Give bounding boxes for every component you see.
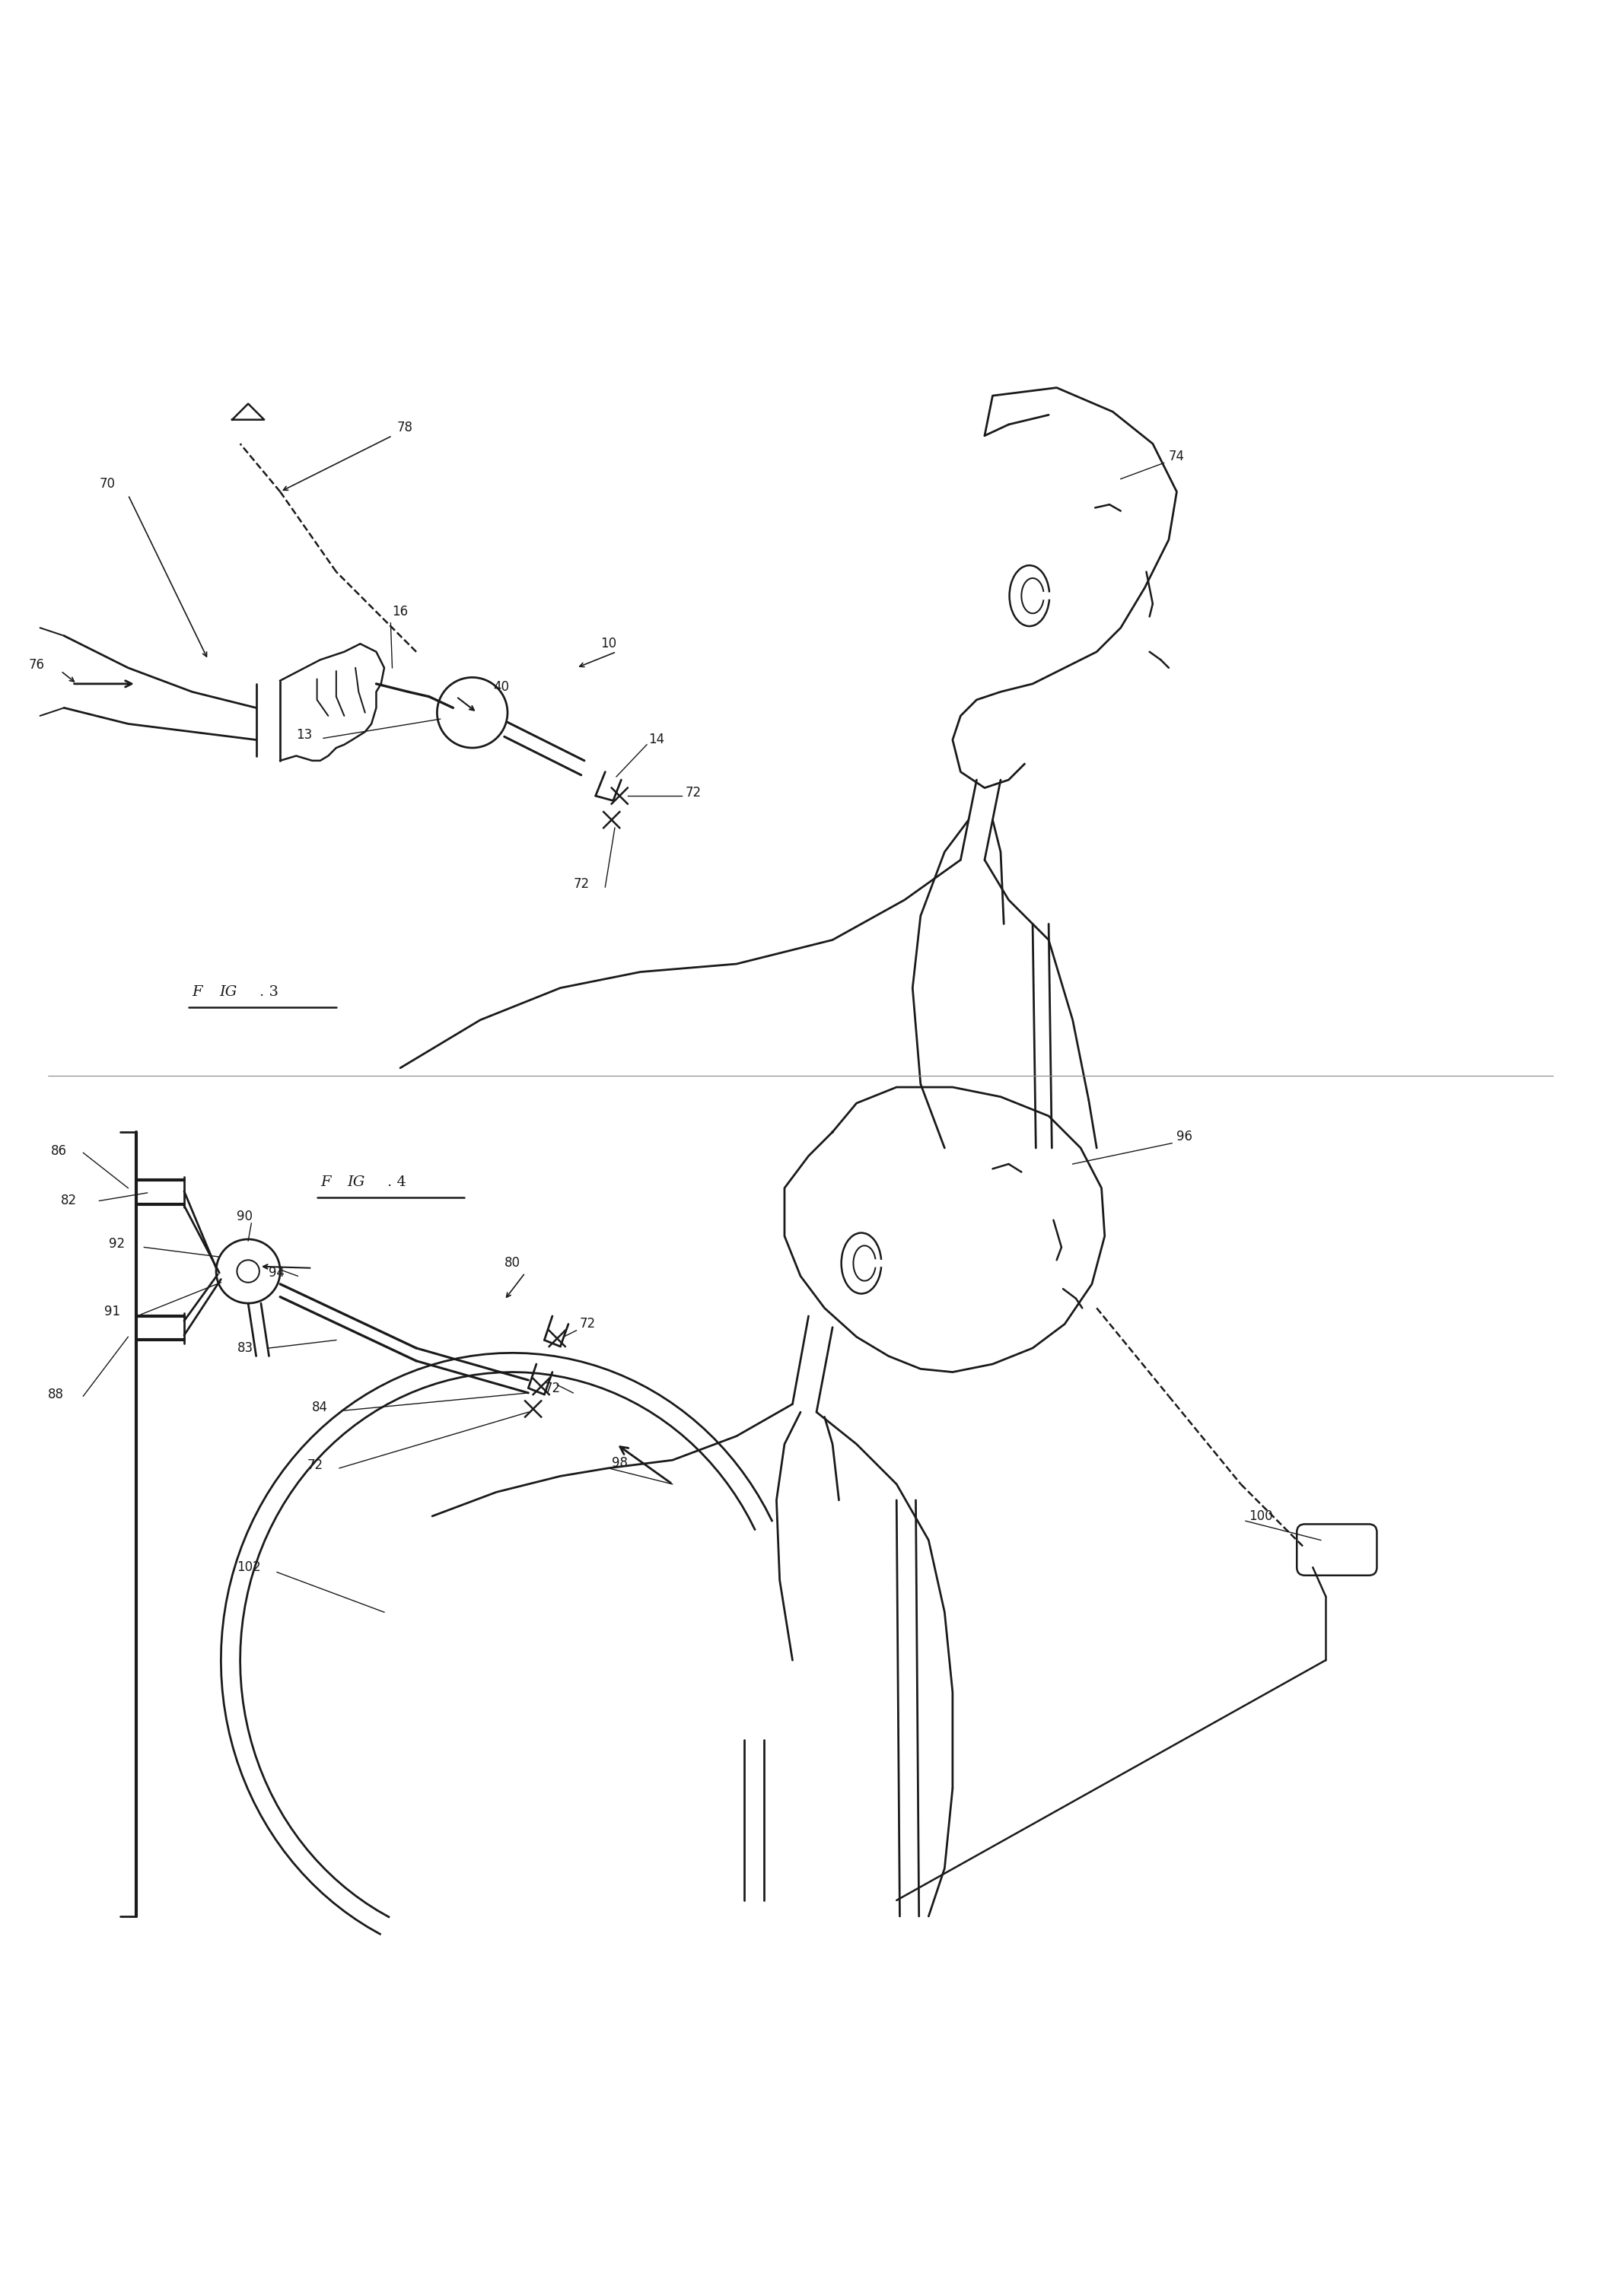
- Text: 72: 72: [573, 877, 589, 891]
- Text: F: F: [192, 985, 202, 999]
- Text: 76: 76: [29, 657, 45, 670]
- Text: 10: 10: [600, 636, 616, 650]
- Text: 16: 16: [392, 604, 408, 618]
- Text: 86: 86: [51, 1143, 67, 1157]
- Text: IG: IG: [219, 985, 237, 999]
- Text: 72: 72: [580, 1318, 596, 1332]
- Text: 80: 80: [504, 1256, 520, 1270]
- Text: 91: 91: [104, 1304, 120, 1318]
- Text: 84: 84: [312, 1401, 328, 1414]
- Text: 102: 102: [237, 1561, 261, 1575]
- Text: . 3: . 3: [259, 985, 279, 999]
- Text: 83: 83: [237, 1341, 253, 1355]
- Text: 98: 98: [612, 1456, 628, 1469]
- Text: 40: 40: [493, 680, 509, 693]
- Text: IG: IG: [347, 1176, 365, 1189]
- Text: 92: 92: [109, 1238, 125, 1251]
- Text: 96: 96: [1177, 1130, 1193, 1143]
- Text: 13: 13: [296, 728, 312, 742]
- Text: 74: 74: [1169, 450, 1185, 464]
- FancyBboxPatch shape: [1297, 1525, 1377, 1575]
- Text: 82: 82: [61, 1194, 77, 1208]
- Text: 78: 78: [397, 420, 413, 434]
- Text: . 4: . 4: [387, 1176, 407, 1189]
- Text: 94: 94: [269, 1265, 285, 1279]
- Text: 72: 72: [307, 1458, 323, 1472]
- Text: 14: 14: [648, 732, 664, 746]
- Text: F: F: [320, 1176, 330, 1189]
- Text: 88: 88: [48, 1387, 64, 1401]
- Text: 100: 100: [1249, 1508, 1273, 1522]
- Text: 72: 72: [685, 785, 701, 799]
- Text: 90: 90: [237, 1210, 253, 1224]
- Text: 72: 72: [544, 1382, 560, 1396]
- Text: 70: 70: [99, 478, 115, 491]
